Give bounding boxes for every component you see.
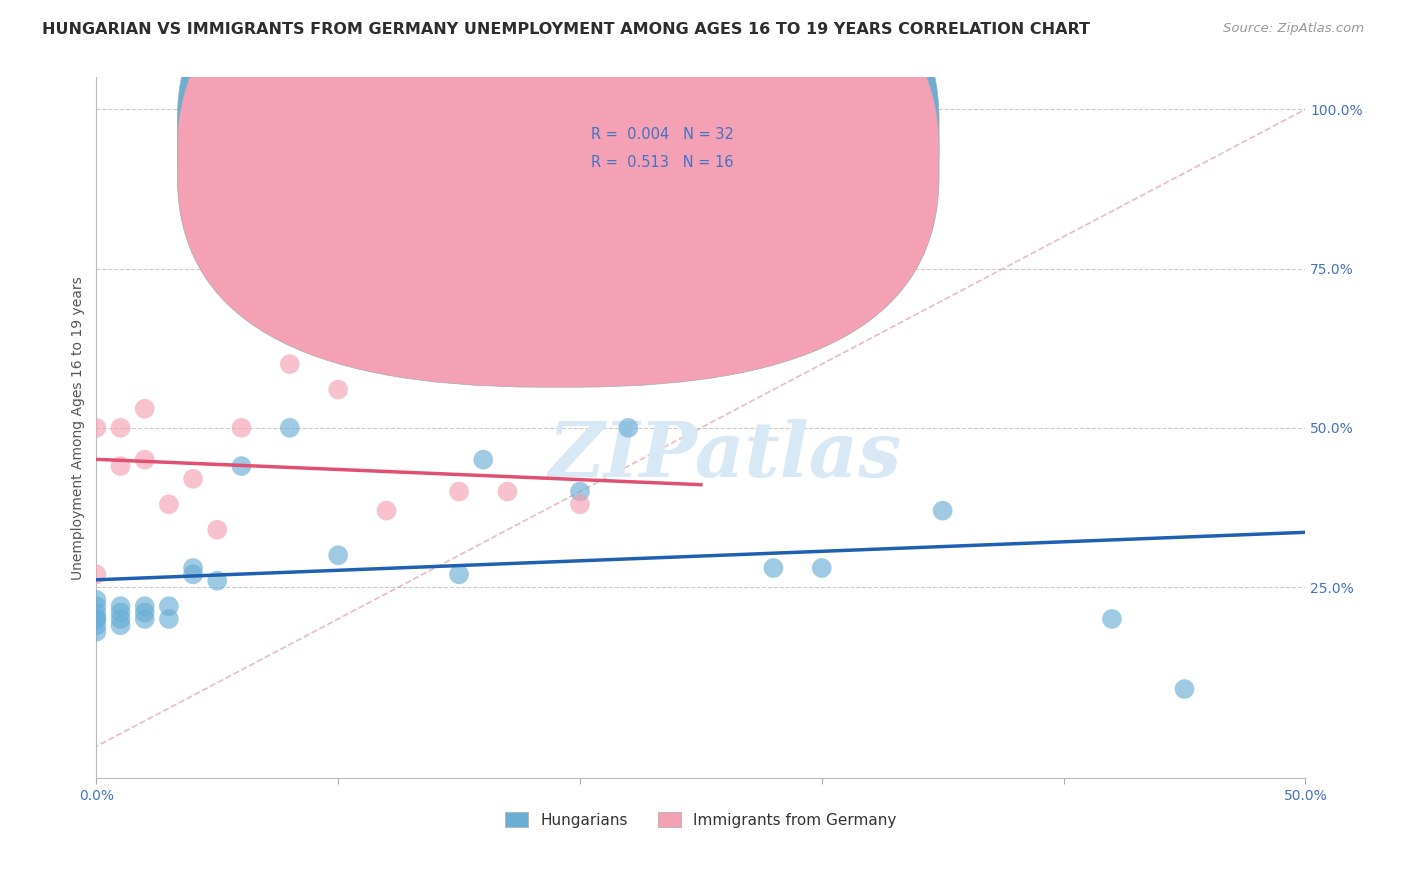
- Point: [110, 599, 132, 614]
- Point: [86, 606, 108, 620]
- Point: [207, 523, 229, 537]
- Point: [110, 612, 132, 626]
- Legend: Hungarians, Immigrants from Germany: Hungarians, Immigrants from Germany: [499, 805, 903, 834]
- Point: [328, 383, 350, 397]
- FancyBboxPatch shape: [177, 0, 939, 359]
- Point: [134, 606, 156, 620]
- Point: [181, 561, 204, 575]
- Point: [496, 484, 519, 499]
- Text: R =  0.513   N = 16: R = 0.513 N = 16: [591, 154, 734, 169]
- Point: [181, 567, 204, 582]
- Point: [86, 612, 108, 626]
- Point: [568, 497, 591, 511]
- Point: [375, 503, 398, 517]
- Point: [86, 592, 108, 607]
- Point: [157, 497, 180, 511]
- Point: [568, 484, 591, 499]
- Point: [110, 606, 132, 620]
- Point: [231, 421, 253, 435]
- Point: [1101, 612, 1123, 626]
- Point: [810, 561, 832, 575]
- Point: [110, 421, 132, 435]
- Point: [86, 618, 108, 632]
- Point: [86, 612, 108, 626]
- Point: [110, 458, 132, 473]
- Point: [134, 599, 156, 614]
- Point: [231, 458, 253, 473]
- Y-axis label: Unemployment Among Ages 16 to 19 years: Unemployment Among Ages 16 to 19 years: [72, 276, 86, 580]
- Point: [134, 612, 156, 626]
- Point: [617, 421, 640, 435]
- Point: [110, 618, 132, 632]
- Point: [86, 421, 108, 435]
- Point: [931, 503, 953, 517]
- Point: [472, 452, 495, 467]
- FancyBboxPatch shape: [177, 0, 939, 387]
- Point: [134, 401, 156, 416]
- Text: ZIPatlas: ZIPatlas: [548, 419, 901, 493]
- Point: [157, 599, 180, 614]
- Point: [86, 599, 108, 614]
- Point: [278, 357, 301, 371]
- Text: Source: ZipAtlas.com: Source: ZipAtlas.com: [1223, 22, 1364, 36]
- FancyBboxPatch shape: [519, 102, 852, 190]
- Point: [134, 452, 156, 467]
- Point: [352, 326, 374, 340]
- Point: [449, 484, 471, 499]
- Point: [181, 472, 204, 486]
- Point: [86, 567, 108, 582]
- Point: [157, 612, 180, 626]
- Text: HUNGARIAN VS IMMIGRANTS FROM GERMANY UNEMPLOYMENT AMONG AGES 16 TO 19 YEARS CORR: HUNGARIAN VS IMMIGRANTS FROM GERMANY UNE…: [42, 22, 1090, 37]
- Point: [762, 561, 785, 575]
- Point: [449, 567, 471, 582]
- Point: [1173, 681, 1195, 696]
- Point: [86, 624, 108, 639]
- Point: [328, 548, 350, 562]
- Text: R =  0.004   N = 32: R = 0.004 N = 32: [591, 127, 734, 142]
- Point: [278, 421, 301, 435]
- Point: [207, 574, 229, 588]
